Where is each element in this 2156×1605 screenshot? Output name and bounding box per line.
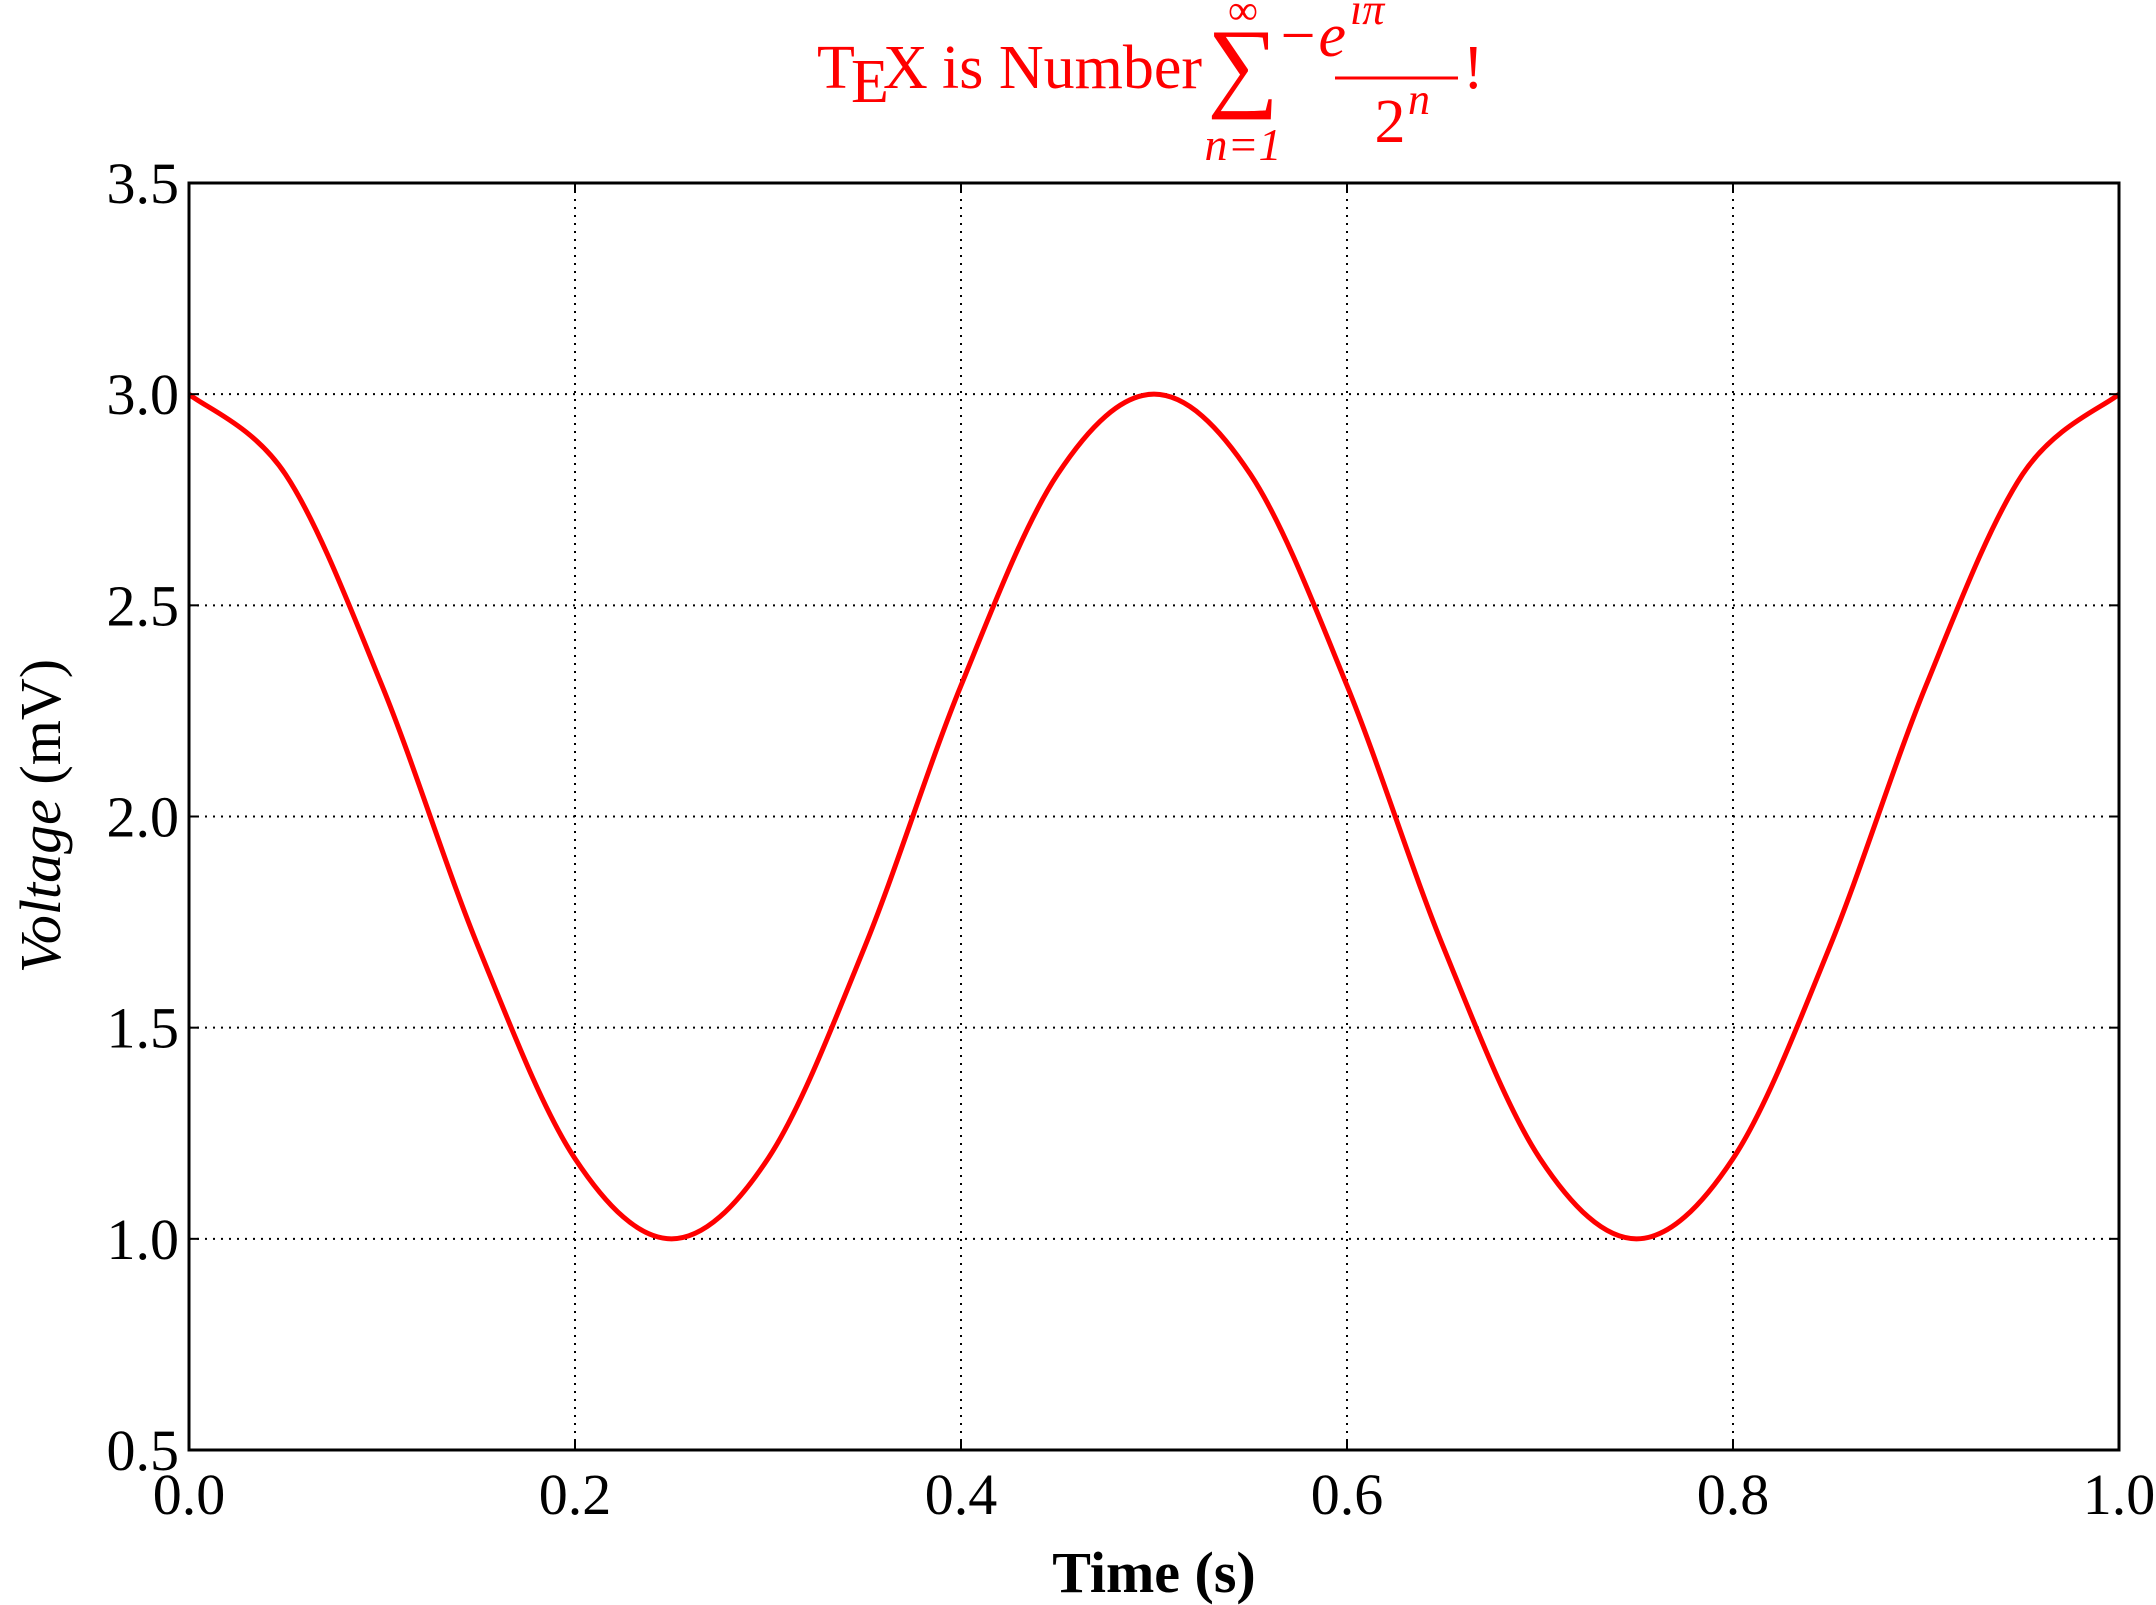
x-axis-label: Time (s) <box>1052 1540 1256 1605</box>
x-tick-label: 1.0 <box>2083 1462 2156 1527</box>
y-tick-label: 2.5 <box>107 573 180 638</box>
title-tex-t: T <box>817 34 855 102</box>
y-tick-label: 3.5 <box>107 151 180 216</box>
title-tex-x: X <box>883 34 928 102</box>
y-tick-label: 2.0 <box>107 785 180 850</box>
title-denominator-exp: n <box>1408 75 1430 124</box>
x-axis-ticks: 0.0 0.2 0.4 0.6 0.8 1.0 <box>153 183 2156 1527</box>
x-tick-label: 0.4 <box>925 1462 998 1527</box>
y-tick-label: 0.5 <box>107 1418 180 1483</box>
y-axis-ticks: 0.5 1.0 1.5 2.0 2.5 3.0 3.5 <box>107 151 2119 1483</box>
x-tick-label: 0.6 <box>1311 1462 1384 1527</box>
chart-title: T E X is Number ∞ ∑ n=1 −e ıπ 2 n ! <box>817 0 1484 170</box>
title-suffix: ! <box>1463 34 1484 102</box>
title-main-text: is Number <box>942 34 1202 102</box>
title-denominator: 2 <box>1375 88 1406 156</box>
y-axis-label-italic: Voltage <box>8 799 73 973</box>
title-sum-upper: ∞ <box>1228 0 1258 34</box>
title-numerator: −e <box>1277 2 1346 70</box>
y-tick-label: 3.0 <box>107 362 180 427</box>
y-tick-label: 1.0 <box>107 1207 180 1272</box>
y-axis-label: Voltage (mV) <box>8 659 73 973</box>
y-tick-label: 1.5 <box>107 996 180 1061</box>
title-tex-e: E <box>851 48 889 116</box>
title-numerator-exp: ıπ <box>1350 0 1386 34</box>
x-tick-label: 0.2 <box>539 1462 612 1527</box>
title-sum-lower: n=1 <box>1204 119 1281 170</box>
title-sum-symbol: ∑ <box>1207 9 1278 120</box>
grid <box>189 183 2119 1450</box>
y-axis-label-unit: (mV) <box>8 659 73 799</box>
x-tick-label: 0.8 <box>1697 1462 1770 1527</box>
x-tick-label: 0.0 <box>153 1462 226 1527</box>
